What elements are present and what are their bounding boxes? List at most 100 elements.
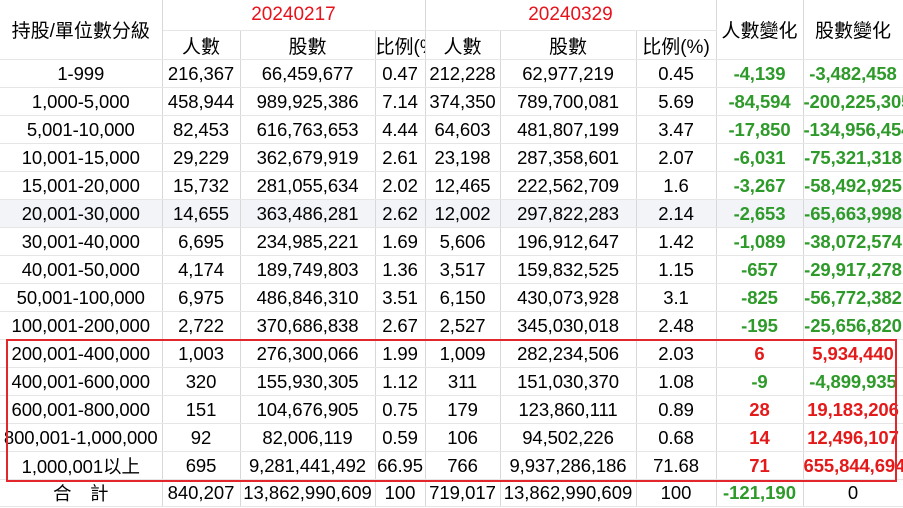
- table-row: 800,001-1,000,000 92 82,006,119 0.59 106 94,5…: [0, 423, 903, 452]
- shares-1-cell: 155,930,305: [240, 367, 376, 396]
- total-holders-2: 719,017: [425, 479, 501, 507]
- ratio-2-cell: 2.07: [636, 143, 717, 172]
- holders-1-cell: 2,722: [162, 311, 241, 340]
- ratio-1-cell: 7.14: [375, 87, 426, 116]
- total-ratio-2: 100: [636, 479, 717, 507]
- holders-1-cell: 6,975: [162, 283, 241, 312]
- holders-1-cell: 216,367: [162, 59, 241, 88]
- total-label: 合 計: [0, 479, 163, 507]
- shares-change-cell: -58,492,925: [803, 171, 903, 200]
- holders-2-cell: 3,517: [425, 255, 501, 284]
- sub-header-shares-1: 股數: [240, 30, 376, 60]
- holders-change-cell: -1,089: [716, 227, 804, 256]
- sub-header-holders-2: 人數: [425, 30, 501, 60]
- shares-change-cell: 5,934,440: [803, 339, 903, 368]
- holders-change-cell: -17,850: [716, 115, 804, 144]
- ratio-1-cell: 1.99: [375, 339, 426, 368]
- holders-1-cell: 82,453: [162, 115, 241, 144]
- range-cell: 50,001-100,000: [0, 283, 163, 312]
- shares-change-cell: -75,321,318: [803, 143, 903, 172]
- holders-change-cell: -657: [716, 255, 804, 284]
- range-cell: 15,001-20,000: [0, 171, 163, 200]
- shares-2-cell: 481,807,199: [500, 115, 637, 144]
- table-row: 10,001-15,000 29,229 362,679,919 2.61 23,198…: [0, 143, 903, 172]
- ratio-2-cell: 1.15: [636, 255, 717, 284]
- total-shares-change: 0: [803, 479, 903, 507]
- shares-change-cell: -56,772,382: [803, 283, 903, 312]
- holders-2-cell: 374,350: [425, 87, 501, 116]
- holders-2-cell: 179: [425, 395, 501, 424]
- holders-2-cell: 212,228: [425, 59, 501, 88]
- holders-change-cell: -84,594: [716, 87, 804, 116]
- ratio-2-cell: 1.6: [636, 171, 717, 200]
- ratio-1-cell: 2.67: [375, 311, 426, 340]
- total-shares-1: 13,862,990,609: [240, 479, 376, 507]
- ratio-2-cell: 2.14: [636, 199, 717, 228]
- table-row: 200,001-400,000 1,003 276,300,066 1.99 1,009…: [0, 339, 903, 368]
- holders-1-cell: 15,732: [162, 171, 241, 200]
- holders-2-cell: 1,009: [425, 339, 501, 368]
- table-row: 20,001-30,000 14,655 363,486,281 2.62 12,002…: [0, 199, 903, 228]
- range-cell: 20,001-30,000: [0, 199, 163, 228]
- shares-2-cell: 62,977,219: [500, 59, 637, 88]
- shares-change-cell: 12,496,107: [803, 423, 903, 452]
- ratio-1-cell: 2.02: [375, 171, 426, 200]
- holders-change-cell: -4,139: [716, 59, 804, 88]
- shares-change-cell: -38,072,574: [803, 227, 903, 256]
- holders-change-cell: -195: [716, 311, 804, 340]
- holders-change-cell: 6: [716, 339, 804, 368]
- holders-change-cell: -6,031: [716, 143, 804, 172]
- holders-change-cell: -2,653: [716, 199, 804, 228]
- shares-2-cell: 151,030,370: [500, 367, 637, 396]
- holders-2-cell: 64,603: [425, 115, 501, 144]
- range-cell: 600,001-800,000: [0, 395, 163, 424]
- shares-2-cell: 94,502,226: [500, 423, 637, 452]
- shares-change-header: 股數變化: [803, 0, 903, 60]
- shares-change-cell: -4,899,935: [803, 367, 903, 396]
- range-cell: 1,000-5,000: [0, 87, 163, 116]
- ratio-1-cell: 0.59: [375, 423, 426, 452]
- total-shares-2: 13,862,990,609: [500, 479, 637, 507]
- shares-2-cell: 196,912,647: [500, 227, 637, 256]
- ratio-2-cell: 1.08: [636, 367, 717, 396]
- holders-1-cell: 151: [162, 395, 241, 424]
- holders-change-cell: -9: [716, 367, 804, 396]
- holders-2-cell: 2,527: [425, 311, 501, 340]
- shares-change-cell: 19,183,206: [803, 395, 903, 424]
- ratio-1-cell: 2.62: [375, 199, 426, 228]
- shares-change-cell: 655,844,694: [803, 451, 903, 480]
- sub-header-ratio-2: 比例(%): [636, 30, 717, 60]
- range-cell: 5,001-10,000: [0, 115, 163, 144]
- ratio-2-cell: 2.48: [636, 311, 717, 340]
- shares-2-cell: 123,860,111: [500, 395, 637, 424]
- holders-1-cell: 4,174: [162, 255, 241, 284]
- ratio-2-cell: 0.45: [636, 59, 717, 88]
- table-row: 40,001-50,000 4,174 189,749,803 1.36 3,517 15…: [0, 255, 903, 284]
- ratio-2-cell: 3.1: [636, 283, 717, 312]
- holders-1-cell: 92: [162, 423, 241, 452]
- holders-2-cell: 23,198: [425, 143, 501, 172]
- holders-change-cell: 28: [716, 395, 804, 424]
- ratio-2-cell: 2.03: [636, 339, 717, 368]
- shares-1-cell: 363,486,281: [240, 199, 376, 228]
- shares-2-cell: 9,937,286,186: [500, 451, 637, 480]
- holders-1-cell: 1,003: [162, 339, 241, 368]
- ratio-2-cell: 0.89: [636, 395, 717, 424]
- holders-2-cell: 12,465: [425, 171, 501, 200]
- holders-1-cell: 695: [162, 451, 241, 480]
- total-holders-1: 840,207: [162, 479, 241, 507]
- holders-2-cell: 12,002: [425, 199, 501, 228]
- range-cell: 400,001-600,000: [0, 367, 163, 396]
- shares-2-cell: 287,358,601: [500, 143, 637, 172]
- ratio-1-cell: 1.12: [375, 367, 426, 396]
- ratio-1-cell: 4.44: [375, 115, 426, 144]
- range-cell: 800,001-1,000,000: [0, 423, 163, 452]
- ratio-2-cell: 3.47: [636, 115, 717, 144]
- holders-1-cell: 320: [162, 367, 241, 396]
- shares-2-cell: 222,562,709: [500, 171, 637, 200]
- range-cell: 10,001-15,000: [0, 143, 163, 172]
- shares-2-cell: 282,234,506: [500, 339, 637, 368]
- shares-1-cell: 104,676,905: [240, 395, 376, 424]
- table-row: 15,001-20,000 15,732 281,055,634 2.02 12,465…: [0, 171, 903, 200]
- ratio-2-cell: 1.42: [636, 227, 717, 256]
